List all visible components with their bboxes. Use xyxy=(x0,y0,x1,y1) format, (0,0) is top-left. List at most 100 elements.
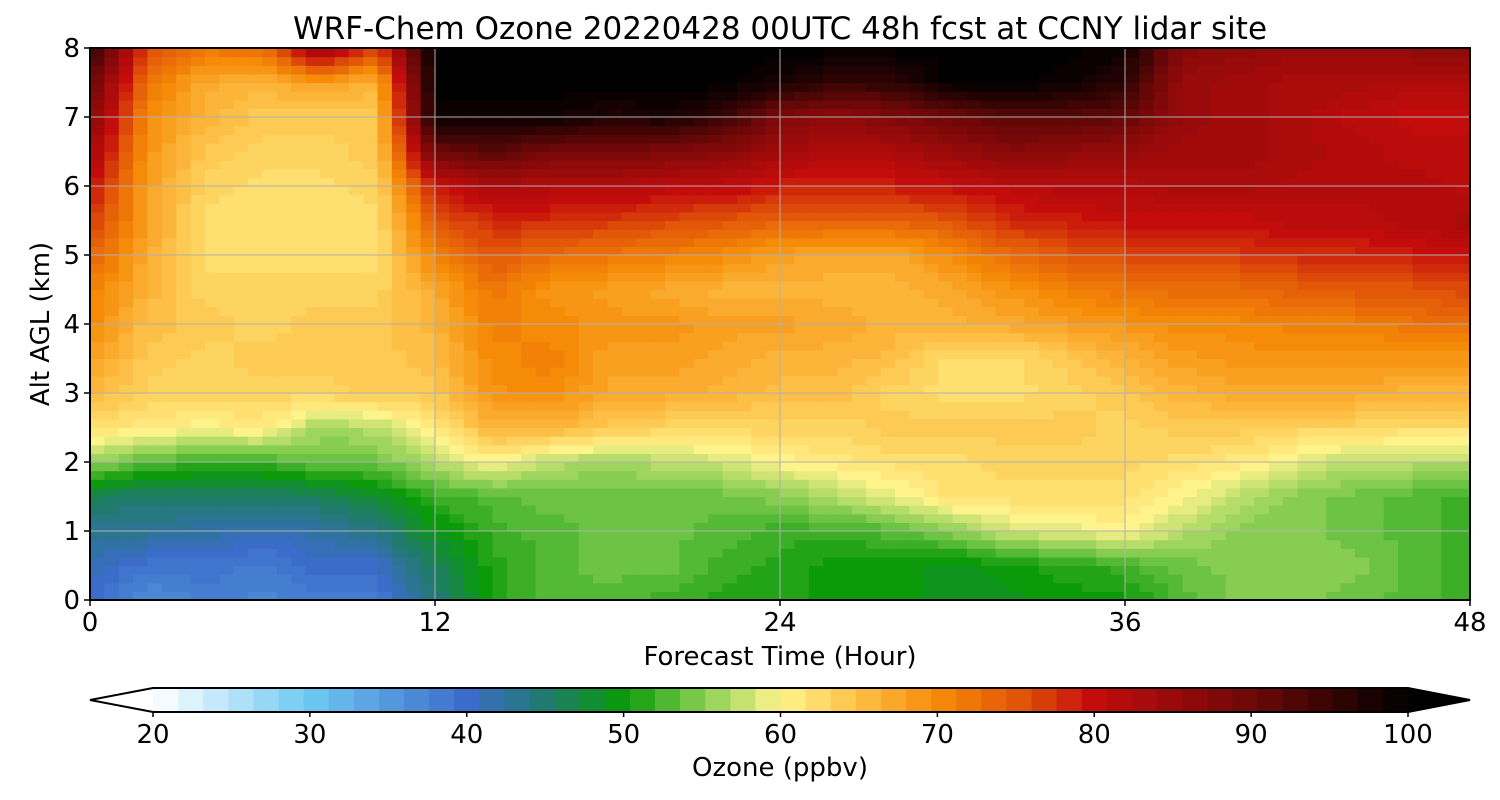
heatmap-cell xyxy=(334,496,350,506)
heatmap-cell xyxy=(808,168,824,178)
heatmap-cell xyxy=(1369,401,1385,411)
heatmap-cell xyxy=(966,505,982,515)
heatmap-cell xyxy=(1096,341,1112,351)
heatmap-cell xyxy=(650,505,666,515)
heatmap-cell xyxy=(708,522,724,532)
heatmap-cell xyxy=(1053,427,1069,437)
heatmap-cell xyxy=(276,298,292,308)
heatmap-cell xyxy=(133,479,149,489)
heatmap-cell xyxy=(837,375,853,385)
heatmap-cell xyxy=(636,315,652,325)
heatmap-cell xyxy=(564,298,580,308)
heatmap-cell xyxy=(305,358,321,368)
heatmap-cell xyxy=(1053,548,1069,558)
heatmap-cell xyxy=(981,186,997,196)
heatmap-cell xyxy=(535,522,551,532)
heatmap-cell xyxy=(205,462,220,472)
heatmap-cell xyxy=(1240,160,1255,170)
heatmap-cell xyxy=(1182,358,1198,368)
heatmap-cell xyxy=(952,280,968,291)
heatmap-cell xyxy=(621,401,637,411)
heatmap-cell xyxy=(880,410,896,420)
heatmap-cell xyxy=(420,496,436,506)
heatmap-cell xyxy=(463,168,479,178)
heatmap-cell xyxy=(1125,453,1140,463)
heatmap-cell xyxy=(1369,367,1385,377)
heatmap-cell xyxy=(1038,548,1054,558)
heatmap-cell xyxy=(348,160,364,170)
heatmap-cell xyxy=(190,427,206,437)
heatmap-cell xyxy=(679,349,695,360)
heatmap-cell xyxy=(1211,462,1227,472)
heatmap-cell xyxy=(190,298,206,308)
heatmap-cell xyxy=(593,315,609,325)
heatmap-cell xyxy=(636,444,652,454)
heatmap-cell xyxy=(391,151,407,161)
heatmap-cell xyxy=(981,453,997,463)
heatmap-cell xyxy=(650,237,666,247)
heatmap-cell xyxy=(938,229,954,239)
heatmap-cell xyxy=(176,556,192,567)
heatmap-cell xyxy=(1297,462,1313,472)
heatmap-cell xyxy=(1311,462,1327,472)
heatmap-cell xyxy=(1110,168,1126,178)
heatmap-cell xyxy=(1326,160,1342,170)
heatmap-cell xyxy=(406,367,422,377)
heatmap-cell xyxy=(564,220,580,230)
heatmap-cell xyxy=(1125,401,1140,411)
heatmap-cell xyxy=(1168,306,1184,316)
heatmap-cell xyxy=(521,168,537,178)
heatmap-cell xyxy=(176,401,192,411)
heatmap-cell xyxy=(1225,229,1241,239)
heatmap-cell xyxy=(1268,211,1284,222)
heatmap-cell xyxy=(708,401,724,411)
heatmap-cell xyxy=(233,427,249,437)
heatmap-cell xyxy=(866,151,882,161)
heatmap-cell xyxy=(938,427,954,437)
heatmap-cell xyxy=(276,220,292,230)
heatmap-cell xyxy=(1383,306,1399,316)
heatmap-cell xyxy=(161,263,177,273)
heatmap-cell xyxy=(463,160,479,170)
heatmap-cell xyxy=(1240,358,1255,368)
heatmap-cell xyxy=(808,220,824,230)
heatmap-cell xyxy=(1024,332,1040,342)
heatmap-cell xyxy=(621,539,637,549)
heatmap-cell xyxy=(995,272,1011,282)
heatmap-cell xyxy=(966,220,982,230)
heatmap-cell xyxy=(1383,341,1399,351)
heatmap-cell xyxy=(851,487,867,498)
heatmap-cell xyxy=(736,574,752,584)
heatmap-cell xyxy=(923,539,939,549)
heatmap-cell xyxy=(1067,565,1083,575)
heatmap-cell xyxy=(679,556,695,567)
heatmap-cell xyxy=(966,367,982,377)
heatmap-cell xyxy=(205,306,220,316)
heatmap-cell xyxy=(679,574,695,584)
heatmap-cell xyxy=(1211,496,1227,506)
heatmap-cell xyxy=(233,160,249,170)
heatmap-cell xyxy=(693,349,709,360)
heatmap-cell xyxy=(233,436,249,446)
heatmap-cell xyxy=(1254,427,1270,437)
heatmap-cell xyxy=(420,367,436,377)
heatmap-cell xyxy=(535,496,551,506)
heatmap-cell xyxy=(1340,531,1356,541)
heatmap-cell xyxy=(1441,280,1457,291)
heatmap-cell xyxy=(1426,513,1442,523)
heatmap-cell xyxy=(147,496,163,506)
heatmap-cell xyxy=(550,168,565,178)
heatmap-cell xyxy=(1096,427,1112,437)
heatmap-cell xyxy=(607,462,623,472)
heatmap-cell xyxy=(578,539,594,549)
heatmap-cell xyxy=(880,324,896,334)
heatmap-cell xyxy=(348,436,364,446)
heatmap-cell xyxy=(1024,289,1040,299)
heatmap-cell xyxy=(104,462,120,472)
heatmap-cell xyxy=(334,298,350,308)
heatmap-cell xyxy=(147,487,163,498)
heatmap-cell xyxy=(1182,211,1198,222)
heatmap-cell xyxy=(535,410,551,420)
heatmap-cell xyxy=(449,272,465,282)
heatmap-cell xyxy=(751,556,767,567)
